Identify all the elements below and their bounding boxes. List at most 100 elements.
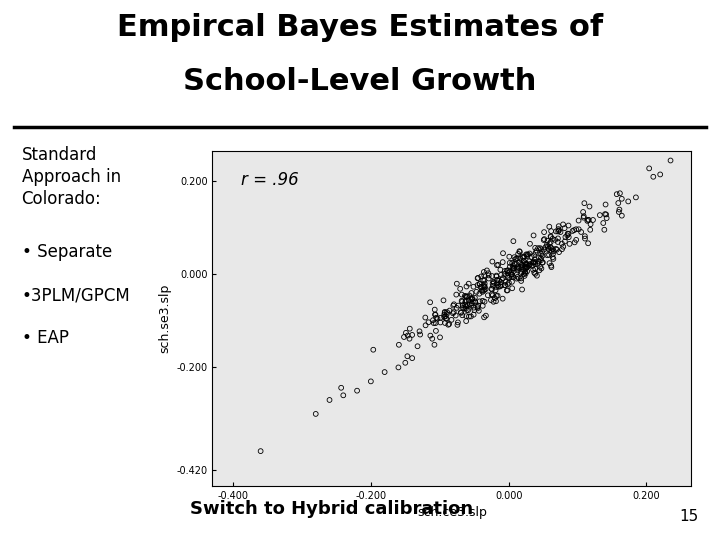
Point (545, 243, 557, 252)
Point (423, 318, 434, 327)
Point (529, 265, 541, 273)
Point (614, 189, 626, 198)
Point (573, 216, 585, 225)
Point (430, 310, 441, 319)
Point (462, 301, 474, 309)
Point (472, 301, 484, 310)
Point (428, 340, 440, 349)
Point (499, 281, 510, 289)
Point (478, 282, 490, 291)
Point (544, 239, 555, 248)
Point (506, 278, 518, 286)
Point (414, 330, 426, 339)
Point (552, 234, 564, 243)
Point (486, 285, 498, 294)
Point (479, 276, 490, 285)
Point (506, 284, 518, 293)
Point (447, 309, 459, 318)
Point (310, 410, 322, 418)
Point (455, 308, 467, 316)
Point (528, 251, 540, 260)
Point (579, 232, 590, 240)
Point (563, 230, 575, 238)
Point (513, 264, 525, 272)
Point (488, 298, 500, 306)
Point (564, 240, 575, 248)
Point (487, 278, 499, 286)
Point (534, 253, 545, 262)
Point (542, 242, 554, 251)
Point (613, 205, 625, 214)
Point (483, 271, 495, 280)
Point (547, 253, 559, 262)
Point (469, 297, 481, 306)
Point (460, 292, 472, 301)
Point (441, 314, 452, 323)
Point (456, 291, 467, 299)
Point (443, 320, 454, 329)
Point (469, 306, 480, 314)
Point (482, 269, 494, 278)
Point (524, 239, 536, 248)
Point (468, 310, 480, 319)
Point (479, 298, 490, 306)
Point (420, 321, 431, 329)
Text: School-Level Growth: School-Level Growth (184, 68, 536, 97)
Point (512, 265, 523, 273)
Point (515, 260, 526, 268)
Point (400, 328, 412, 337)
Point (452, 301, 464, 310)
Point (518, 252, 530, 261)
Point (429, 310, 441, 319)
Point (367, 346, 379, 354)
Point (510, 254, 522, 263)
Point (503, 267, 515, 276)
Point (518, 270, 530, 279)
Point (479, 282, 490, 291)
Point (502, 280, 513, 289)
Point (521, 262, 533, 271)
Point (502, 286, 513, 295)
Point (450, 311, 462, 320)
Point (476, 286, 487, 295)
Point (524, 260, 536, 268)
Point (492, 261, 504, 269)
Point (507, 265, 518, 274)
Point (467, 295, 478, 303)
Text: • Separate: • Separate (22, 243, 112, 261)
Point (534, 257, 545, 266)
Point (502, 273, 513, 282)
Point (518, 256, 529, 265)
Point (466, 289, 477, 298)
Point (495, 265, 506, 274)
Point (549, 235, 561, 244)
Point (496, 281, 508, 289)
Point (599, 210, 611, 219)
Point (490, 297, 502, 306)
Point (516, 285, 528, 294)
Point (449, 300, 460, 309)
Point (562, 230, 573, 238)
Point (435, 314, 446, 322)
Point (463, 279, 474, 288)
Point (492, 291, 503, 300)
Point (456, 297, 468, 306)
Point (489, 294, 500, 302)
Y-axis label: sch.se3.slp: sch.se3.slp (158, 284, 171, 353)
Point (518, 266, 530, 274)
Point (499, 281, 510, 289)
Point (504, 259, 516, 267)
Point (532, 244, 544, 252)
Point (500, 278, 511, 286)
Point (553, 225, 564, 233)
Point (559, 233, 571, 241)
Point (478, 286, 490, 295)
Point (472, 274, 484, 282)
Point (506, 259, 518, 267)
Point (492, 275, 503, 284)
Point (578, 212, 590, 220)
Point (476, 282, 487, 291)
Point (427, 316, 438, 325)
Point (537, 258, 549, 267)
Point (513, 274, 525, 282)
